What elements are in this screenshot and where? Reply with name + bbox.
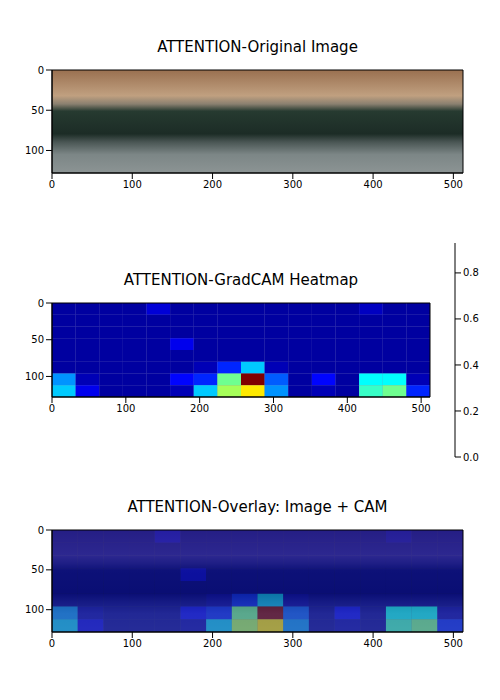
svg-text:300: 300 bbox=[283, 638, 302, 649]
svg-text:50: 50 bbox=[31, 105, 44, 116]
svg-text:100: 100 bbox=[123, 179, 142, 190]
svg-text:300: 300 bbox=[283, 179, 302, 190]
svg-text:500: 500 bbox=[412, 403, 431, 414]
html-text:ATTENTION-Overlay: Image + CAM: ATTENTION-Overlay: Image + CAM bbox=[127, 498, 388, 516]
svg-text:100: 100 bbox=[25, 604, 44, 615]
svg-text:0: 0 bbox=[49, 403, 55, 414]
svg-text:0: 0 bbox=[38, 65, 44, 76]
svg-text:100: 100 bbox=[116, 403, 135, 414]
svg-text:100: 100 bbox=[25, 145, 44, 156]
svg-text:400: 400 bbox=[338, 403, 357, 414]
html-text:ATTENTION-Original Image: ATTENTION-Original Image bbox=[157, 38, 358, 56]
svg-text:50: 50 bbox=[31, 334, 44, 345]
svg-text:200: 200 bbox=[203, 179, 222, 190]
svg-text:400: 400 bbox=[364, 638, 383, 649]
svg-text:0.2: 0.2 bbox=[463, 406, 479, 417]
svg-text:0: 0 bbox=[38, 525, 44, 536]
svg-text:300: 300 bbox=[264, 403, 283, 414]
svg-text:50: 50 bbox=[31, 564, 44, 575]
svg-text:500: 500 bbox=[444, 179, 463, 190]
svg-text:400: 400 bbox=[364, 179, 383, 190]
svg-text:0.4: 0.4 bbox=[463, 360, 479, 371]
svg-text:0: 0 bbox=[49, 179, 55, 190]
svg-text:200: 200 bbox=[190, 403, 209, 414]
svg-text:500: 500 bbox=[444, 638, 463, 649]
svg-text:100: 100 bbox=[123, 638, 142, 649]
html-text:ATTENTION-GradCAM Heatmap: ATTENTION-GradCAM Heatmap bbox=[123, 271, 359, 289]
svg-text:0.6: 0.6 bbox=[463, 313, 479, 324]
svg-text:200: 200 bbox=[203, 638, 222, 649]
svg-text:100: 100 bbox=[25, 371, 44, 382]
svg-text:0: 0 bbox=[49, 638, 55, 649]
svg-text:0.8: 0.8 bbox=[463, 267, 479, 278]
svg-text:0.0: 0.0 bbox=[463, 452, 479, 463]
svg-text:0: 0 bbox=[38, 298, 44, 309]
